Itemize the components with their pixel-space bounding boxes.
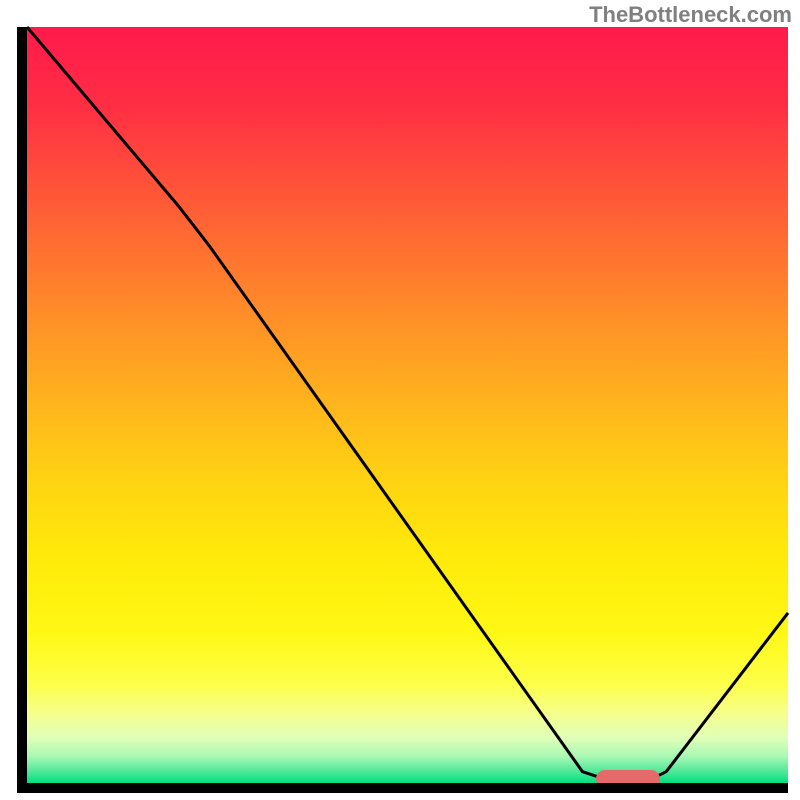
watermark-text: TheBottleneck.com	[589, 2, 792, 28]
bottleneck-curve	[27, 27, 788, 783]
y-axis	[17, 27, 27, 793]
plot-area	[27, 27, 788, 783]
x-axis	[17, 783, 788, 793]
bottleneck-chart: TheBottleneck.com	[0, 0, 800, 800]
